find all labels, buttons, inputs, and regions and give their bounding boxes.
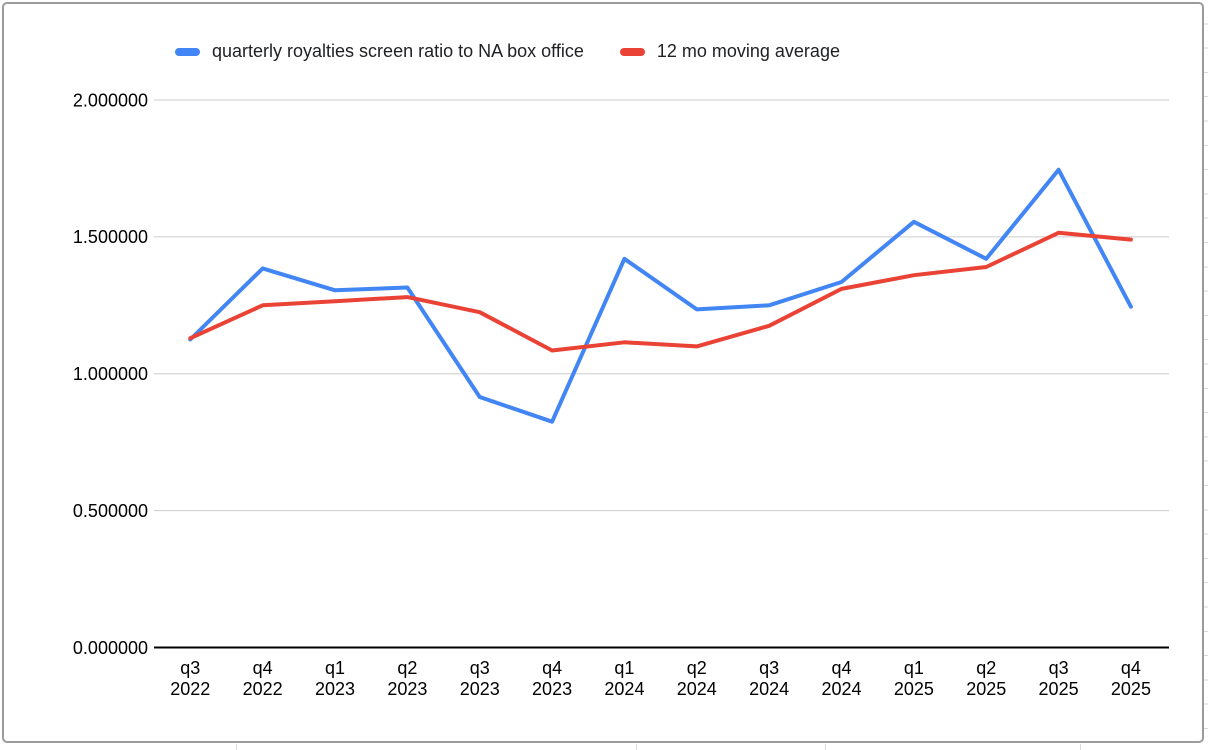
- y-axis-label: 1.500000: [73, 227, 148, 247]
- x-axis-label-quarter: q2: [397, 658, 417, 678]
- x-axis-label-quarter: q1: [614, 658, 634, 678]
- y-axis-label: 0.000000: [73, 638, 148, 658]
- x-axis-label-year: 2025: [1039, 679, 1079, 699]
- x-axis-label-year: 2023: [315, 679, 355, 699]
- y-axis-label: 1.000000: [73, 364, 148, 384]
- y-axis-label: 2.000000: [73, 90, 148, 110]
- x-axis-label-year: 2025: [966, 679, 1006, 699]
- x-axis-label-quarter: q4: [1121, 658, 1141, 678]
- x-axis-label-year: 2022: [170, 679, 210, 699]
- x-axis-label-quarter: q2: [976, 658, 996, 678]
- spreadsheet-column-line: [825, 744, 826, 750]
- x-axis-label-year: 2023: [387, 679, 427, 699]
- legend-label-moving-average: 12 mo moving average: [656, 41, 840, 61]
- x-axis-label-year: 2023: [460, 679, 500, 699]
- spreadsheet-column-line: [1080, 744, 1081, 750]
- chart-legend: quarterly royalties screen ratio to NA b…: [175, 41, 840, 62]
- x-axis-label-year: 2024: [749, 679, 789, 699]
- x-axis-label-year: 2025: [894, 679, 934, 699]
- x-axis-label-quarter: q2: [687, 658, 707, 678]
- legend-item-quarterly-ratio[interactable]: quarterly royalties screen ratio to NA b…: [175, 41, 584, 62]
- line-chart-plot-area: 2.000000 1.500000 1.000000 0.500000 0.000000…: [73, 90, 1169, 699]
- x-axis-label-quarter: q4: [253, 658, 273, 678]
- spreadsheet-column-gridlines: [0, 744, 1208, 750]
- x-axis-label-quarter: q3: [759, 658, 779, 678]
- x-axis-label-year: 2023: [532, 679, 572, 699]
- y-axis-label: 0.500000: [73, 501, 148, 521]
- x-axis-label-year: 2024: [821, 679, 861, 699]
- x-axis-label-year: 2024: [604, 679, 644, 699]
- legend-item-moving-average[interactable]: 12 mo moving average: [619, 41, 840, 62]
- x-axis-label-quarter: q3: [180, 658, 200, 678]
- x-axis-label-quarter: q3: [1049, 658, 1069, 678]
- x-axis-label-year: 2024: [677, 679, 717, 699]
- x-axis-label-quarter: q4: [542, 658, 562, 678]
- x-axis-label-quarter: q1: [904, 658, 924, 678]
- series-line-0: [188, 167, 1133, 424]
- legend-swatch-red-icon: [619, 47, 645, 56]
- x-axis-label-year: 2022: [243, 679, 283, 699]
- x-axis-label-quarter: q4: [831, 658, 851, 678]
- x-axis-label-quarter: q1: [325, 658, 345, 678]
- x-axis-label-quarter: q3: [470, 658, 490, 678]
- series-line-1: [188, 230, 1133, 353]
- x-axis-label-year: 2025: [1111, 679, 1151, 699]
- spreadsheet-row-gridlines: [1204, 0, 1208, 750]
- spreadsheet-column-line: [636, 744, 637, 750]
- spreadsheet-column-line: [236, 744, 237, 750]
- legend-label-quarterly-ratio: quarterly royalties screen ratio to NA b…: [212, 41, 584, 61]
- legend-swatch-blue-icon: [175, 47, 200, 56]
